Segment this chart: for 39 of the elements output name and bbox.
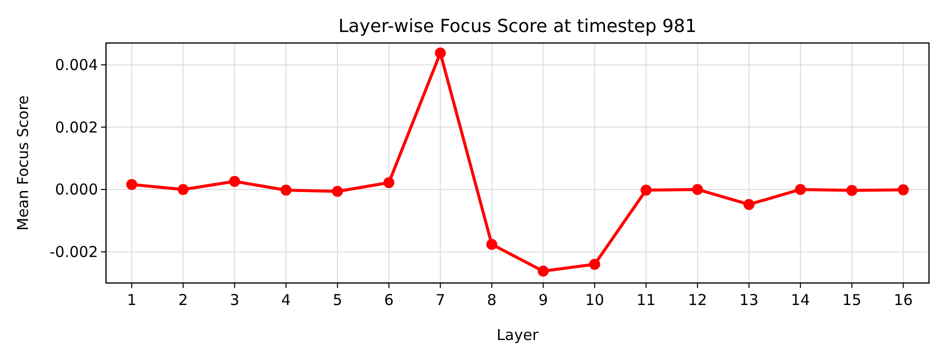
x-tick-label: 6 [384,291,394,309]
y-tick-label: 0.004 [55,56,98,74]
point [794,184,806,195]
point [898,184,909,196]
point [332,186,343,197]
x-tick-label: 10 [585,291,604,309]
y-tick-label: 0.002 [55,118,98,136]
x-tick-label: 8 [487,291,497,309]
x-tick-label: 15 [842,291,862,309]
x-tick-label: 9 [538,291,548,309]
y-tick-label: 0.000 [55,180,98,199]
point [640,184,652,196]
x-tick-label: 3 [230,291,240,309]
point [229,176,240,187]
x-tick-label: 14 [790,291,810,309]
point [846,184,858,196]
x-tick-label: 12 [688,291,708,309]
point [383,177,394,188]
x-tick-label: 16 [894,291,913,309]
y-axis-title: Mean Focus Score [14,95,32,231]
point [486,238,498,250]
y-tick-label: -0.002 [50,243,98,262]
x-tick-label: 11 [636,291,656,309]
point [434,47,446,58]
x-tick-label: 1 [126,291,136,309]
x-tick-label: 7 [436,291,446,309]
x-axis-title: Layer [496,326,540,344]
point [280,184,292,196]
chart-title: Layer-wise Focus Score at timestep 981 [338,16,697,37]
point [692,184,704,195]
point [589,258,600,270]
x-tick-label: 4 [281,291,291,309]
x-tick-label: 2 [178,291,188,309]
point [126,179,138,190]
x-tick-label: 5 [332,291,342,309]
point [538,266,549,277]
point [743,198,754,210]
point [178,184,189,195]
x-tick-label: 13 [739,291,759,309]
